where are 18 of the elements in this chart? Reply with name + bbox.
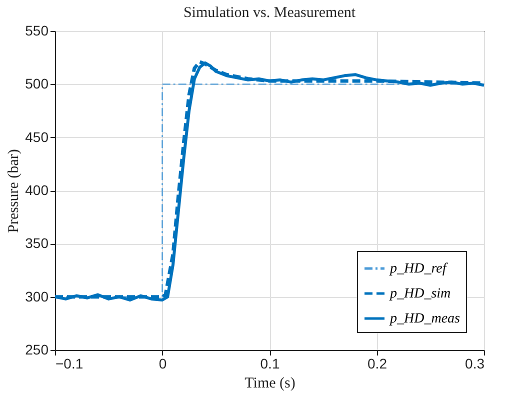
y-axis-title: Pressure (bar) bbox=[6, 149, 22, 233]
x-tick-label: 0.2 bbox=[368, 356, 388, 372]
y-tick-label: 450 bbox=[25, 128, 49, 145]
y-tick-label: 400 bbox=[25, 182, 49, 198]
x-tick-label: −0.1 bbox=[56, 356, 84, 372]
chart-title: Simulation vs. Measurement bbox=[183, 5, 356, 21]
x-tick-label: 0 bbox=[158, 356, 167, 372]
y-tick-label: 500 bbox=[25, 76, 49, 92]
y-tick-label: 250 bbox=[25, 342, 49, 358]
legend-label: p_HD_sim bbox=[389, 286, 451, 302]
x-tick-label: 0.1 bbox=[260, 356, 280, 372]
y-tick-label: 300 bbox=[25, 288, 49, 304]
y-tick-label: 550 bbox=[25, 22, 49, 38]
y-tick-label: 350 bbox=[25, 235, 49, 252]
legend-label: p_HD_meas bbox=[389, 312, 461, 326]
x-axis-title: Time (s) bbox=[244, 376, 296, 392]
x-tick-label: 0.3 bbox=[465, 356, 485, 372]
legend-label: p_HD_ref bbox=[389, 262, 448, 276]
